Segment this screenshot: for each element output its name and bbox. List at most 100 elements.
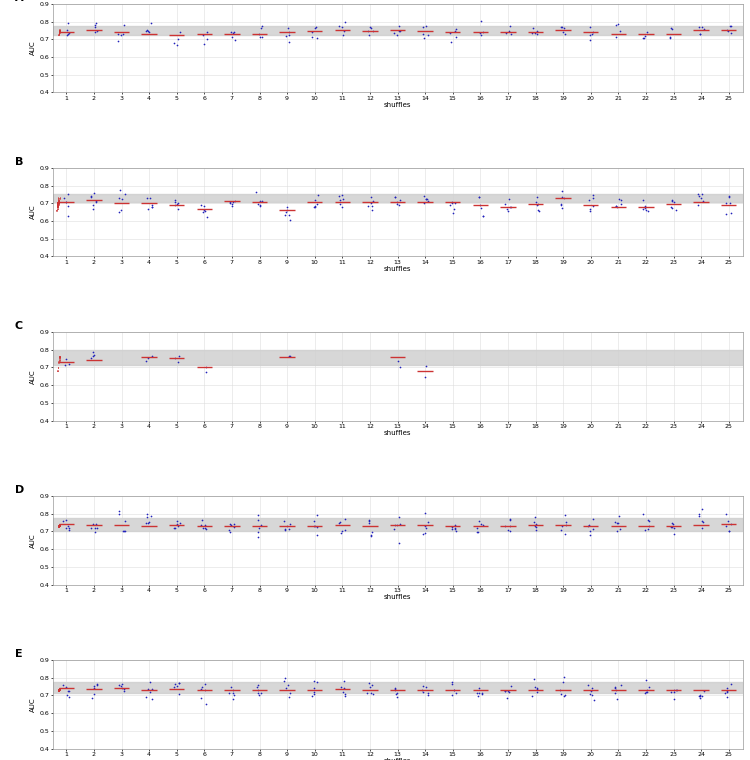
Point <box>254 195 266 207</box>
Point <box>503 25 515 37</box>
Point <box>196 518 208 530</box>
Point <box>664 201 676 213</box>
Point <box>530 524 542 537</box>
Point <box>587 192 599 204</box>
Point <box>449 521 461 534</box>
Point <box>91 522 103 534</box>
Text: A: A <box>14 0 23 3</box>
Point <box>146 198 158 211</box>
Bar <box>53 195 742 201</box>
Point <box>584 689 596 701</box>
Point <box>310 21 322 33</box>
Point <box>171 40 183 52</box>
Point <box>692 188 704 200</box>
Y-axis label: AUC: AUC <box>31 533 37 547</box>
Point <box>144 192 156 204</box>
Point <box>364 515 376 527</box>
Point <box>393 511 405 523</box>
X-axis label: shuffles: shuffles <box>384 266 411 272</box>
Point <box>362 25 374 37</box>
Point <box>252 679 264 691</box>
Point <box>196 681 208 693</box>
Point <box>474 198 486 211</box>
Point <box>420 193 432 205</box>
Point <box>88 679 101 692</box>
Point <box>526 27 538 40</box>
Point <box>198 204 210 216</box>
Point <box>558 671 570 683</box>
Point <box>63 358 75 370</box>
Point <box>337 201 349 214</box>
Point <box>169 196 181 208</box>
Point <box>146 201 158 214</box>
Point <box>666 517 678 529</box>
Point <box>584 33 596 46</box>
Point <box>614 510 626 522</box>
Point <box>311 32 323 44</box>
Point <box>476 687 488 699</box>
Point <box>418 528 430 540</box>
Point <box>582 679 594 691</box>
Point <box>610 525 622 537</box>
Point <box>556 185 568 197</box>
Point <box>224 526 236 538</box>
Point <box>447 207 459 220</box>
Point <box>531 27 543 40</box>
Point <box>140 356 152 368</box>
Point <box>88 19 101 31</box>
Point <box>471 526 483 538</box>
Point <box>284 29 296 41</box>
Point <box>448 683 460 695</box>
Point <box>693 190 705 202</box>
Point <box>720 520 732 532</box>
Point <box>668 693 680 705</box>
Point <box>610 19 622 31</box>
Point <box>503 514 515 526</box>
Point <box>611 18 623 30</box>
Point <box>112 679 125 691</box>
Point <box>723 190 735 202</box>
Point <box>614 24 626 36</box>
Point <box>195 692 207 705</box>
Point <box>693 690 705 702</box>
Point <box>694 689 706 701</box>
Point <box>724 207 736 219</box>
Point <box>393 537 405 549</box>
Point <box>144 686 156 698</box>
Point <box>118 19 130 31</box>
Point <box>394 194 406 206</box>
Point <box>169 522 181 534</box>
Point <box>90 17 102 30</box>
Point <box>62 17 74 30</box>
Point <box>197 29 209 41</box>
Point <box>667 521 679 533</box>
Point <box>335 681 347 693</box>
Point <box>200 360 212 372</box>
Point <box>172 688 184 700</box>
Point <box>254 27 266 40</box>
Point <box>333 20 345 32</box>
Point <box>640 686 652 698</box>
Point <box>364 22 376 34</box>
Point <box>559 689 571 701</box>
Point <box>692 198 704 211</box>
Point <box>87 204 99 216</box>
Point <box>670 684 682 696</box>
Point <box>62 691 74 703</box>
Point <box>394 518 406 530</box>
Point <box>311 188 323 201</box>
Point <box>504 513 516 525</box>
Point <box>418 32 430 44</box>
Point <box>146 350 158 362</box>
Point <box>501 692 513 704</box>
Point <box>422 515 434 527</box>
Point <box>338 25 350 37</box>
Point <box>251 186 262 198</box>
Point <box>140 691 152 703</box>
Point <box>530 518 542 530</box>
Point <box>723 525 735 537</box>
Point <box>62 685 74 697</box>
X-axis label: shuffles: shuffles <box>384 103 411 109</box>
Point <box>116 678 128 690</box>
Point <box>283 523 295 535</box>
